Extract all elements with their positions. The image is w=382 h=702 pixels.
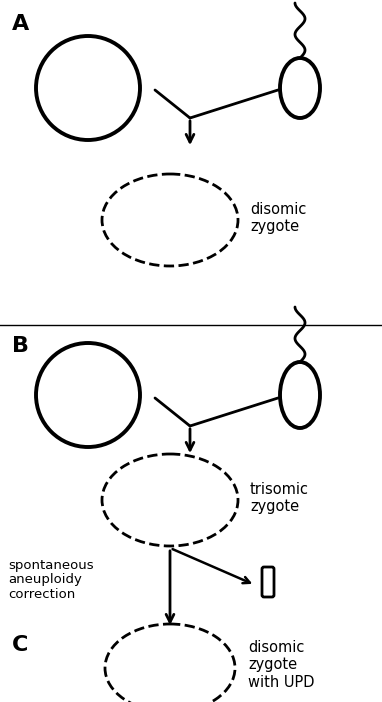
Text: A: A	[12, 14, 29, 34]
FancyBboxPatch shape	[287, 380, 299, 411]
FancyBboxPatch shape	[149, 647, 163, 689]
Text: trisomic
zygote: trisomic zygote	[250, 482, 309, 514]
FancyBboxPatch shape	[262, 567, 274, 597]
FancyBboxPatch shape	[143, 482, 157, 518]
FancyBboxPatch shape	[293, 72, 307, 105]
Ellipse shape	[36, 343, 140, 447]
FancyBboxPatch shape	[149, 201, 163, 238]
FancyBboxPatch shape	[301, 380, 313, 411]
Text: C: C	[12, 635, 28, 655]
FancyBboxPatch shape	[173, 201, 187, 238]
Ellipse shape	[102, 174, 238, 266]
Text: disomic
zygote: disomic zygote	[250, 201, 306, 234]
Text: B: B	[12, 336, 29, 356]
FancyBboxPatch shape	[183, 482, 197, 518]
Text: spontaneous
aneuploidy
correction: spontaneous aneuploidy correction	[8, 559, 94, 602]
Ellipse shape	[36, 36, 140, 140]
FancyBboxPatch shape	[81, 378, 95, 412]
Text: disomic
zygote
with UPD: disomic zygote with UPD	[248, 640, 314, 690]
Ellipse shape	[102, 454, 238, 546]
FancyBboxPatch shape	[163, 482, 177, 518]
Ellipse shape	[280, 362, 320, 428]
Ellipse shape	[280, 58, 320, 118]
Ellipse shape	[105, 624, 235, 702]
FancyBboxPatch shape	[176, 647, 191, 689]
FancyBboxPatch shape	[81, 71, 95, 105]
